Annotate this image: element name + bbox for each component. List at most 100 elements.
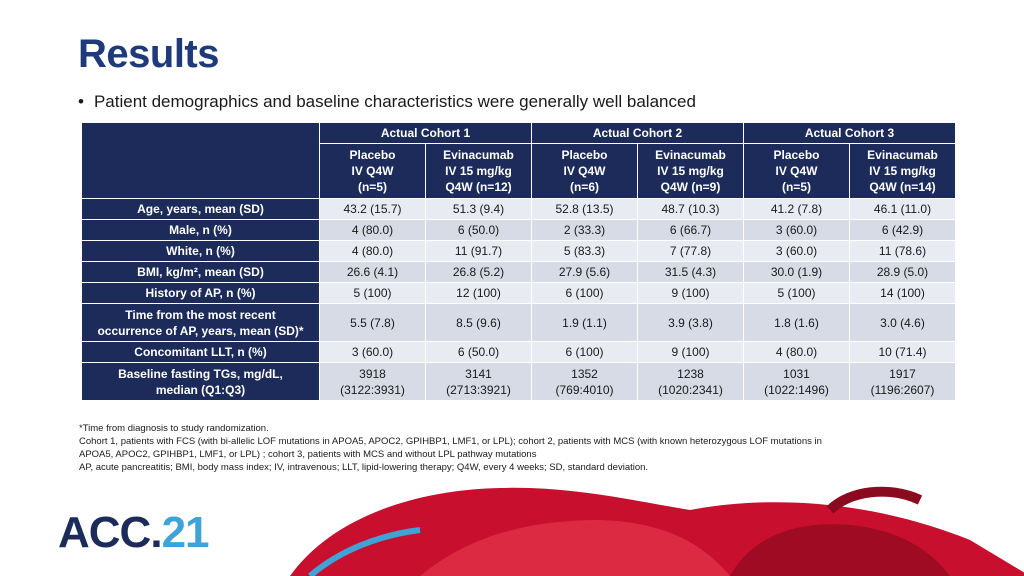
arm-header-line: IV Q4W: [563, 164, 606, 178]
arm-header-line: Placebo: [349, 148, 396, 162]
table-cell: 3.0 (4.6): [849, 303, 956, 342]
table-cell: 4 (80.0): [319, 219, 426, 241]
row-label-line: Time from the most recent: [125, 307, 276, 322]
cell-line: 48.7 (10.3): [661, 202, 720, 216]
cell-line: 41.2 (7.8): [770, 202, 823, 216]
cell-line: 2 (33.3): [563, 223, 606, 237]
table-row: Time from the most recent occurrence of A…: [81, 303, 956, 342]
table-row: BMI, kg/m², mean (SD) 26.6 (4.1) 26.8 (5.2…: [81, 261, 956, 283]
cell-line: 4 (80.0): [351, 244, 394, 258]
heart-vessel: [730, 524, 950, 576]
cell-line: 6 (50.0): [457, 223, 500, 237]
arm-header-line: Evinacumab: [443, 148, 514, 162]
table-cell: 3918 (3122:3931): [319, 362, 426, 401]
cell-line: 31.5 (4.3): [664, 265, 717, 279]
arm-header-line: Evinacumab: [867, 148, 938, 162]
table-cell: 14 (100): [849, 282, 956, 304]
table-cell: 5 (83.3): [531, 240, 638, 262]
table-cell: 12 (100): [425, 282, 532, 304]
table-row: History of AP, n (%) 5 (100) 12 (100) 6 (10…: [81, 282, 956, 304]
table-cell: 8.5 (9.6): [425, 303, 532, 342]
cell-line: 52.8 (13.5): [555, 202, 614, 216]
cell-line: 5 (100): [777, 286, 816, 300]
row-label: Time from the most recent occurrence of A…: [81, 303, 320, 342]
footnotes: *Time from diagnosis to study randomizat…: [79, 422, 959, 474]
cell-line: 1.9 (1.1): [562, 315, 607, 330]
table-cell: 9 (100): [637, 282, 744, 304]
table-cell: 1917 (1196:2607): [849, 362, 956, 401]
cell-line: 8.5 (9.6): [456, 315, 501, 330]
cell-line: 46.1 (11.0): [873, 202, 932, 216]
cell-line: 9 (100): [671, 286, 710, 300]
cell-line: 6 (100): [565, 286, 604, 300]
table-cell: 27.9 (5.6): [531, 261, 638, 283]
table-cell: 28.9 (5.0): [849, 261, 956, 283]
table-cell: 3141 (2713:3921): [425, 362, 532, 401]
cell-line: 12 (100): [456, 286, 501, 300]
cell-line: 4 (80.0): [775, 345, 818, 359]
cell-line: 5 (83.3): [563, 244, 606, 258]
table-cell: 41.2 (7.8): [743, 198, 850, 220]
table-cell: 52.8 (13.5): [531, 198, 638, 220]
cell-line: (2713:3921): [446, 382, 511, 397]
cell-line: 1.8 (1.6): [774, 315, 819, 330]
table-cell: 3 (60.0): [743, 240, 850, 262]
table-cell: 1031 (1022:1496): [743, 362, 850, 401]
cell-line: (769:4010): [555, 382, 614, 397]
row-label: White, n (%): [81, 240, 320, 262]
row-label-line: occurrence of AP, years, mean (SD)*: [97, 323, 304, 338]
table-cell: 3 (60.0): [319, 341, 426, 363]
arm-header: Evinacumab IV 15 mg/kg Q4W (n=14): [849, 143, 956, 199]
table-cell: 6 (50.0): [425, 219, 532, 241]
group-header: Actual Cohort 1: [319, 122, 532, 144]
arm-header-line: IV 15 mg/kg: [869, 164, 936, 178]
cell-line: 1238: [677, 366, 704, 381]
cell-line: (1196:2607): [870, 382, 935, 397]
table-cell: 11 (78.6): [849, 240, 956, 262]
row-label: Baseline fasting TGs, mg/dL, median (Q1:Q…: [81, 362, 320, 401]
arm-header: Placebo IV Q4W (n=6): [531, 143, 638, 199]
cell-line: 6 (100): [565, 345, 604, 359]
arm-header-line: IV Q4W: [351, 164, 394, 178]
cell-line: 9 (100): [671, 345, 710, 359]
cell-line: 3.9 (3.8): [668, 315, 713, 330]
cell-line: (1020:2341): [658, 382, 723, 397]
table-cell: 1352 (769:4010): [531, 362, 638, 401]
table-cell: 26.8 (5.2): [425, 261, 532, 283]
table-cell: 6 (66.7): [637, 219, 744, 241]
table-cell: 11 (91.7): [425, 240, 532, 262]
table-cell: 4 (80.0): [743, 341, 850, 363]
cell-line: 6 (42.9): [881, 223, 924, 237]
table-cell: 43.2 (15.7): [319, 198, 426, 220]
heart-vein: [308, 527, 421, 576]
arm-header-line: Q4W (n=12): [445, 180, 512, 194]
footnote-line: *Time from diagnosis to study randomizat…: [79, 423, 269, 434]
heart-artery: [826, 486, 923, 514]
cell-line: 1917: [889, 366, 916, 381]
row-label: BMI, kg/m², mean (SD): [81, 261, 320, 283]
table-row: Baseline fasting TGs, mg/dL, median (Q1:Q…: [81, 362, 956, 401]
arm-header: Evinacumab IV 15 mg/kg Q4W (n=9): [637, 143, 744, 199]
table-cell: 1.8 (1.6): [743, 303, 850, 342]
cell-line: 7 (77.8): [669, 244, 712, 258]
cell-line: 28.9 (5.0): [876, 265, 929, 279]
cell-line: 10 (71.4): [878, 345, 927, 359]
cell-line: 30.0 (1.9): [770, 265, 823, 279]
cell-line: 3.0 (4.6): [880, 315, 925, 330]
table-body: Age, years, mean (SD) 43.2 (15.7) 51.3 (9.…: [81, 198, 956, 401]
table-cell: 6 (100): [531, 341, 638, 363]
table-row: Concomitant LLT, n (%) 3 (60.0) 6 (50.0) 6 …: [81, 341, 956, 363]
table-cell: 6 (50.0): [425, 341, 532, 363]
demographics-table: Actual Cohort 1 Actual Cohort 2 Actual C…: [81, 122, 956, 401]
arm-header-line: (n=6): [569, 180, 599, 194]
table-cell: 10 (71.4): [849, 341, 956, 363]
cell-line: 43.2 (15.7): [343, 202, 402, 216]
table-row: White, n (%) 4 (80.0) 11 (91.7) 5 (83.3) 7 (…: [81, 240, 956, 262]
subtitle: • Patient demographics and baseline chara…: [78, 92, 696, 112]
cell-line: (1022:1496): [764, 382, 829, 397]
cell-line: (3122:3931): [340, 382, 405, 397]
table-cell: 3.9 (3.8): [637, 303, 744, 342]
table-cell: 5 (100): [743, 282, 850, 304]
row-label: Age, years, mean (SD): [81, 198, 320, 220]
table-cell: 1.9 (1.1): [531, 303, 638, 342]
